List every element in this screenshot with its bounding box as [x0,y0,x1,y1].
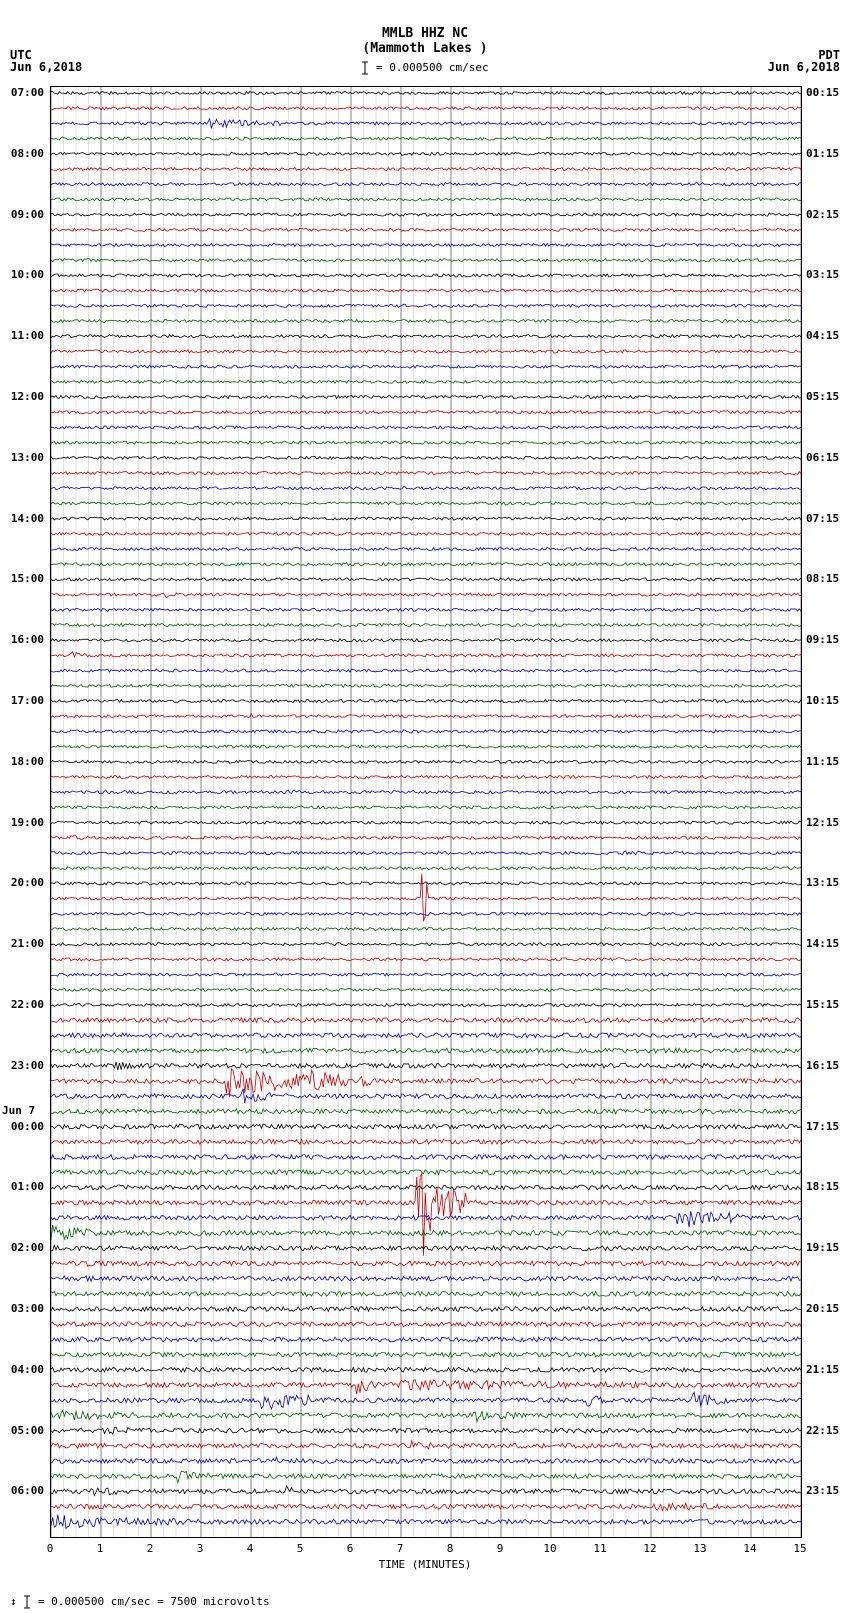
utc-time-label: 06:00 [11,1484,44,1497]
pdt-time-label: 03:15 [806,268,839,281]
utc-time-label: 03:00 [11,1302,44,1315]
utc-time-label: 00:00 [11,1120,44,1133]
date-right-label: Jun 6,2018 [768,60,840,74]
utc-time-label: 08:00 [11,147,44,160]
pdt-time-label: 05:15 [806,390,839,403]
x-tick-label: 11 [593,1542,606,1555]
x-tick-label: 8 [447,1542,454,1555]
utc-time-label: 11:00 [11,329,44,342]
pdt-time-label: 17:15 [806,1120,839,1133]
left-time-labels: 07:00 08:00 09:00 10:00 11:00 12:00 13:00 14:00… [0,86,48,1536]
pdt-time-label: 20:15 [806,1302,839,1315]
seismogram-container: UTC Jun 6,2018 PDT Jun 6,2018 MMLB HHZ N… [0,0,850,1613]
x-axis-title: TIME (MINUTES) [50,1558,800,1571]
pdt-time-label: 13:15 [806,876,839,889]
x-tick-label: 4 [247,1542,254,1555]
scale-note-text: = 0.000500 cm/sec [376,61,489,74]
utc-time-label: 14:00 [11,512,44,525]
pdt-time-label: 10:15 [806,694,839,707]
x-tick-label: 13 [693,1542,706,1555]
utc-time-label: 21:00 [11,937,44,950]
utc-time-label: 12:00 [11,390,44,403]
utc-time-label: 01:00 [11,1180,44,1193]
utc-time-label: 16:00 [11,633,44,646]
pdt-time-label: 07:15 [806,512,839,525]
pdt-time-label: 19:15 [806,1241,839,1254]
pdt-time-label: 01:15 [806,147,839,160]
scale-bar-mark: ↕ [10,1595,17,1608]
x-axis: TIME (MINUTES) 0123456789101112131415 [50,1536,800,1586]
x-tick-label: 9 [497,1542,504,1555]
pdt-time-label: 14:15 [806,937,839,950]
pdt-time-label: 08:15 [806,572,839,585]
footer-scale-bar-icon [23,1594,31,1610]
utc-time-label: 15:00 [11,572,44,585]
plot-area [50,86,802,1538]
utc-time-label: 13:00 [11,451,44,464]
scale-note: = 0.000500 cm/sec [0,60,850,76]
pdt-time-label: 11:15 [806,755,839,768]
utc-time-label: 18:00 [11,755,44,768]
utc-time-label: 19:00 [11,816,44,829]
utc-time-label: 23:00 [11,1059,44,1072]
x-tick-label: 15 [793,1542,806,1555]
x-tick-label: 2 [147,1542,154,1555]
utc-time-label: 05:00 [11,1424,44,1437]
footer-note: ↕ = 0.000500 cm/sec = 7500 microvolts [10,1594,270,1610]
utc-time-label: 22:00 [11,998,44,1011]
x-tick-label: 0 [47,1542,54,1555]
pdt-time-label: 15:15 [806,998,839,1011]
x-tick-label: 7 [397,1542,404,1555]
x-tick-label: 1 [97,1542,104,1555]
x-tick-label: 12 [643,1542,656,1555]
pdt-time-label: 00:15 [806,86,839,99]
pdt-time-label: 02:15 [806,208,839,221]
pdt-time-label: 18:15 [806,1180,839,1193]
seismogram-plot [51,87,801,1537]
x-tick-label: 6 [347,1542,354,1555]
scale-bar-icon [361,60,369,76]
utc-time-label: 20:00 [11,876,44,889]
utc-time-label: 09:00 [11,208,44,221]
pdt-time-label: 23:15 [806,1484,839,1497]
utc-time-label: 10:00 [11,268,44,281]
pdt-time-label: 16:15 [806,1059,839,1072]
utc-time-label: 02:00 [11,1241,44,1254]
pdt-time-label: 21:15 [806,1363,839,1376]
date-left-label: Jun 6,2018 [10,60,82,74]
utc-time-label: 07:00 [11,86,44,99]
station-title: MMLB HHZ NC [0,26,850,41]
pdt-time-label: 04:15 [806,329,839,342]
utc-time-label: 04:00 [11,1363,44,1376]
utc-time-label: 17:00 [11,694,44,707]
right-time-labels: 00:15 01:15 02:15 03:15 04:15 05:15 06:15 07:15… [802,86,850,1536]
header: UTC Jun 6,2018 PDT Jun 6,2018 MMLB HHZ N… [0,0,850,80]
pdt-time-label: 09:15 [806,633,839,646]
date-rollover-label: Jun 7 [2,1104,35,1117]
pdt-time-label: 12:15 [806,816,839,829]
x-tick-label: 10 [543,1542,556,1555]
x-tick-label: 14 [743,1542,756,1555]
x-tick-label: 3 [197,1542,204,1555]
footer-note-text: = 0.000500 cm/sec = 7500 microvolts [38,1595,270,1608]
pdt-time-label: 22:15 [806,1424,839,1437]
station-subtitle: (Mammoth Lakes ) [0,41,850,56]
x-tick-label: 5 [297,1542,304,1555]
pdt-time-label: 06:15 [806,451,839,464]
